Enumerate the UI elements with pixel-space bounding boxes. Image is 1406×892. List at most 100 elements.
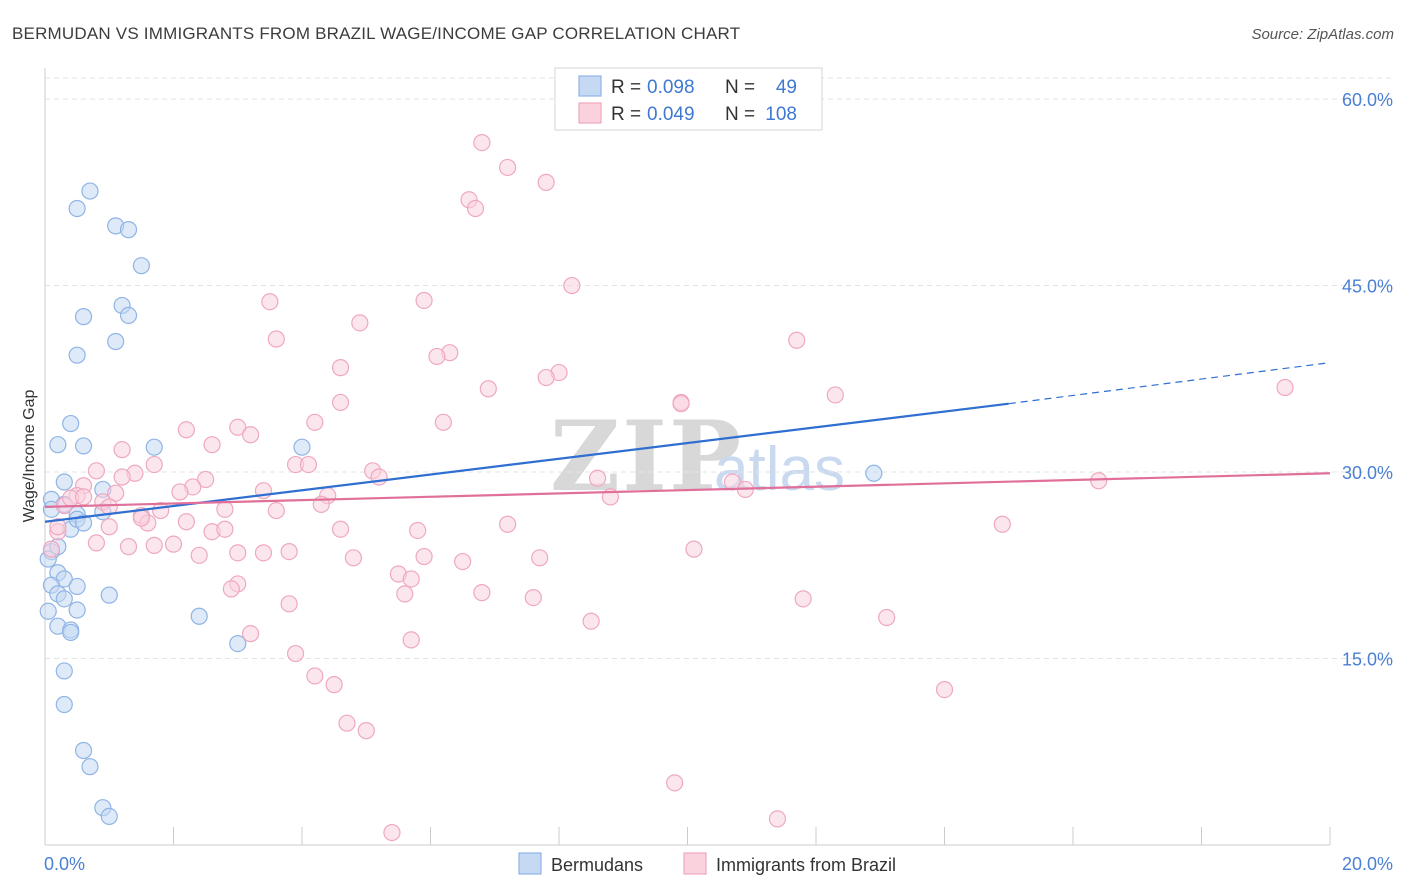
data-point [55, 590, 73, 608]
data-point [74, 437, 93, 455]
chart-title: BERMUDAN VS IMMIGRANTS FROM BRAZIL WAGE/… [12, 24, 740, 43]
data-point [55, 473, 73, 491]
data-point [145, 438, 163, 456]
trend-line-extension-0 [1008, 362, 1331, 405]
y-tick-labels: 15.0% 30.0% 45.0% 60.0% [1342, 90, 1393, 669]
y-tick-label: 15.0% [1342, 650, 1393, 670]
data-point [993, 515, 1011, 533]
data-point [563, 276, 581, 295]
data-point [197, 470, 215, 489]
data-point [357, 722, 375, 740]
data-point [331, 359, 350, 377]
data-point [171, 483, 189, 501]
data-point [794, 590, 812, 608]
x-axis-ticks [44, 827, 1331, 845]
data-point [55, 695, 73, 714]
data-point [1090, 472, 1108, 490]
trend-lines [44, 362, 1331, 523]
data-point [119, 306, 138, 324]
correlation-legend: R = 0.098 N = 49 R = 0.049 N = 108 [554, 67, 823, 131]
data-point [351, 314, 369, 332]
y-axis-label: Wage/Income Gap [21, 390, 38, 523]
data-point [434, 413, 452, 431]
data-point [113, 441, 131, 459]
data-point [299, 455, 318, 474]
data-point [62, 623, 80, 642]
data-point [865, 464, 883, 482]
data-point [409, 521, 427, 540]
legend-n-label-bermudans: N = [725, 77, 755, 98]
data-point [402, 631, 420, 649]
data-point [68, 199, 86, 218]
data-point [222, 580, 240, 598]
data-point [100, 586, 118, 604]
data-point [306, 667, 324, 685]
data-point [383, 823, 401, 842]
data-point [145, 455, 163, 474]
chart-source: Source: ZipAtlas.com [1251, 26, 1394, 43]
data-point [39, 602, 57, 620]
watermark: ZIP atlas [550, 400, 845, 513]
data-point [242, 625, 260, 643]
legend-r-label-brazil: R = [611, 104, 641, 125]
data-point [788, 331, 806, 349]
data-point [190, 546, 208, 564]
bottom-legend-swatch-brazil [683, 852, 707, 875]
data-point [286, 644, 305, 663]
y-tick-label: 45.0% [1342, 277, 1393, 297]
data-point [280, 543, 298, 561]
data-point [81, 182, 99, 200]
data-point [100, 807, 118, 826]
series-brazil-points [42, 133, 1294, 842]
data-point [100, 518, 118, 536]
gridlines [45, 77, 1393, 660]
data-point [473, 133, 491, 152]
data-point [177, 421, 195, 439]
data-point [145, 536, 163, 554]
data-point [229, 418, 247, 436]
data-point [402, 570, 420, 588]
data-point [81, 758, 99, 776]
data-point [935, 680, 954, 699]
data-point [190, 607, 208, 625]
data-point [216, 520, 234, 538]
data-point [280, 595, 298, 613]
data-point [1276, 378, 1294, 397]
data-point [177, 513, 195, 531]
data-point [216, 500, 234, 518]
series-legend: Bermudans Immigrants from Brazil [518, 852, 896, 875]
data-point [531, 549, 549, 567]
data-point [582, 612, 600, 630]
data-point [267, 330, 285, 348]
data-point [344, 549, 362, 567]
data-point [74, 741, 93, 760]
data-point [267, 501, 285, 520]
data-point [55, 662, 73, 680]
data-point [261, 293, 279, 311]
data-point [87, 462, 106, 480]
trend-line-1 [44, 472, 1331, 508]
data-point [107, 332, 125, 351]
data-point [479, 380, 497, 398]
data-point [666, 774, 684, 792]
legend-n-label-brazil: N = [725, 104, 755, 125]
data-point [338, 714, 356, 732]
data-point [74, 488, 93, 506]
data-point [331, 520, 350, 538]
data-point [415, 547, 433, 566]
data-point [428, 347, 446, 366]
data-point [203, 436, 221, 454]
data-point [396, 585, 414, 603]
data-point [132, 257, 150, 275]
data-point [499, 158, 517, 177]
legend-r-value-bermudans: 0.098 [647, 77, 695, 98]
data-point [62, 414, 80, 433]
legend-r-value-brazil: 0.049 [647, 104, 695, 125]
data-point [119, 221, 138, 239]
data-point [229, 635, 247, 653]
data-point [68, 577, 86, 596]
legend-swatch-brazil [578, 102, 602, 124]
data-point [588, 469, 607, 487]
data-point [113, 468, 131, 486]
